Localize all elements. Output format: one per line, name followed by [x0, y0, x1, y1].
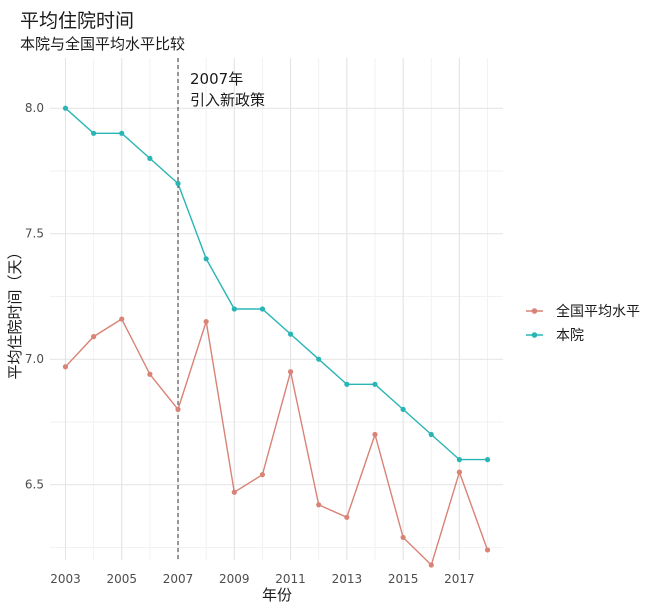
- data-point: [62, 364, 69, 370]
- x-axis-title: 年份: [262, 586, 292, 604]
- data-point: [203, 256, 209, 262]
- data-point: [456, 457, 462, 463]
- legend-label: 全国平均水平: [556, 303, 640, 320]
- y-axis-title: 平均住院时间（天）: [6, 244, 24, 379]
- data-point: [344, 514, 350, 520]
- data-point: [91, 334, 97, 340]
- series-layer: [62, 105, 491, 568]
- legend-label: 本院: [556, 328, 584, 344]
- x-tick-label: 2007: [163, 572, 194, 586]
- x-tick-label: 2015: [388, 572, 419, 586]
- data-point: [231, 489, 237, 495]
- data-point: [372, 431, 378, 438]
- annotation-text: 2007年: [190, 70, 243, 88]
- legend-key-point: [531, 332, 538, 338]
- x-tick-label: 2005: [106, 572, 137, 586]
- series-line-0: [64, 318, 489, 567]
- data-point: [400, 406, 406, 412]
- annotation-text: 引入新政策: [190, 91, 265, 109]
- data-point: [428, 431, 434, 438]
- data-point: [259, 306, 266, 312]
- data-point: [287, 369, 294, 375]
- data-point: [175, 180, 181, 187]
- y-tick-label: 6.5: [25, 478, 44, 492]
- y-tick-label: 7.0: [25, 352, 44, 366]
- x-tick-label: 2011: [275, 572, 306, 586]
- data-point: [400, 534, 406, 541]
- data-point: [259, 472, 266, 478]
- data-point: [231, 306, 237, 312]
- data-point: [119, 316, 125, 322]
- data-point: [484, 457, 491, 463]
- data-point: [372, 381, 378, 387]
- data-point: [316, 502, 322, 508]
- y-tick-label: 7.5: [25, 227, 44, 241]
- y-tick-label: 8.0: [25, 101, 44, 115]
- data-point: [456, 469, 462, 475]
- x-tick-label: 2003: [50, 572, 81, 586]
- data-point: [344, 381, 350, 387]
- chart-title: 平均住院时间: [20, 10, 135, 32]
- tick-labels: 2003 2005 2007 2009 2011 2013 2015 2017 6.5 7.0 7.…: [25, 101, 475, 586]
- data-point: [316, 356, 322, 362]
- x-tick-label: 2017: [444, 572, 475, 586]
- series-line-1: [65, 107, 488, 461]
- data-point: [91, 130, 97, 136]
- data-point: [287, 331, 294, 337]
- legend-key-point: [531, 308, 538, 314]
- data-point: [175, 406, 181, 412]
- chart-subtitle: 本院与全国平均水平比较: [20, 35, 186, 53]
- data-point: [203, 318, 209, 325]
- data-point: [62, 105, 69, 111]
- data-point: [484, 547, 491, 553]
- data-point: [147, 371, 153, 377]
- x-tick-label: 2013: [332, 572, 363, 586]
- data-point: [147, 155, 153, 161]
- x-tick-label: 2009: [219, 572, 250, 586]
- data-point: [428, 562, 434, 568]
- data-point: [119, 130, 125, 136]
